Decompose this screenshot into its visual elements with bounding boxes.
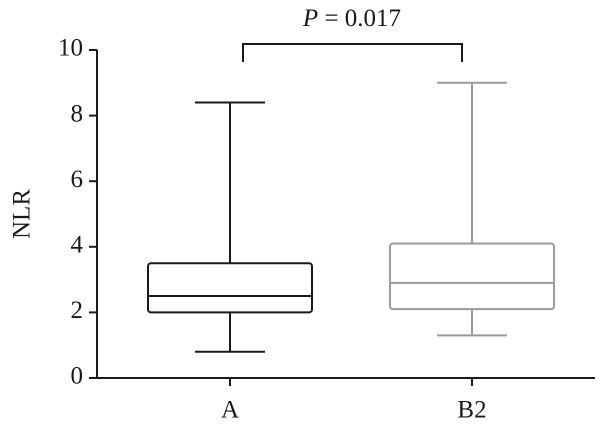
significance-bracket (242, 43, 463, 62)
y-tick-label: 2 (71, 297, 84, 324)
box (389, 242, 555, 311)
y-tick-label: 0 (71, 363, 84, 390)
annotation-text: = 0.017 (324, 5, 401, 32)
box (147, 262, 313, 314)
y-tick-label: 4 (71, 232, 84, 259)
annotation: P = 0.017 (302, 5, 401, 32)
x-tick-label: B2 (457, 397, 486, 424)
y-tick-label: 8 (71, 100, 84, 127)
y-axis-label: NLR (9, 189, 36, 239)
y-tick-label: 10 (58, 35, 83, 62)
annotation-symbol: P (302, 5, 318, 32)
x-tick-label: A (221, 397, 239, 424)
y-tick-label: 6 (71, 166, 84, 193)
